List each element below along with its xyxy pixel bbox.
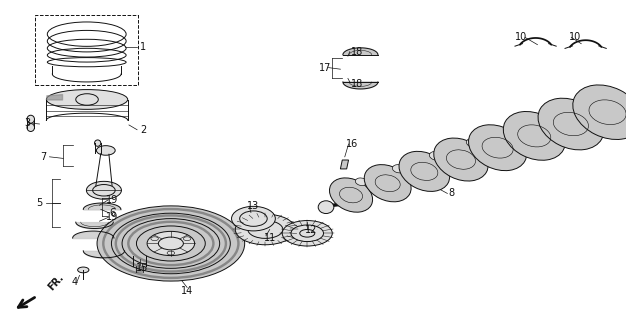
Ellipse shape — [434, 138, 488, 181]
Text: 14: 14 — [181, 286, 193, 296]
Ellipse shape — [134, 264, 146, 269]
Polygon shape — [343, 82, 378, 89]
Ellipse shape — [393, 165, 405, 173]
Ellipse shape — [318, 201, 334, 213]
Ellipse shape — [577, 98, 595, 110]
Ellipse shape — [538, 98, 604, 150]
Text: 10: 10 — [569, 32, 581, 42]
Polygon shape — [343, 48, 378, 55]
Ellipse shape — [399, 151, 450, 191]
Ellipse shape — [329, 178, 372, 212]
Text: 6: 6 — [109, 208, 115, 218]
Text: 1: 1 — [140, 42, 146, 52]
Ellipse shape — [46, 90, 128, 109]
Ellipse shape — [27, 124, 34, 132]
Polygon shape — [340, 160, 349, 169]
Text: 8: 8 — [448, 188, 454, 198]
Text: 7: 7 — [40, 152, 46, 162]
Text: 19: 19 — [106, 212, 118, 222]
Text: 18: 18 — [351, 47, 364, 57]
Ellipse shape — [231, 206, 275, 231]
Ellipse shape — [503, 111, 565, 160]
Text: 17: 17 — [319, 63, 331, 73]
Text: 19: 19 — [106, 195, 118, 205]
Text: 3: 3 — [24, 118, 30, 128]
Ellipse shape — [573, 85, 627, 140]
Text: 12: 12 — [305, 225, 317, 235]
Text: FR.: FR. — [46, 272, 66, 292]
Circle shape — [282, 220, 332, 246]
Ellipse shape — [78, 267, 89, 273]
Text: 18: 18 — [351, 78, 364, 89]
Circle shape — [87, 181, 122, 199]
Circle shape — [97, 146, 115, 155]
Text: 16: 16 — [346, 139, 359, 149]
Ellipse shape — [540, 112, 557, 122]
Ellipse shape — [356, 178, 367, 186]
Bar — [35, 15, 139, 85]
Ellipse shape — [429, 151, 443, 160]
Ellipse shape — [95, 140, 101, 146]
Ellipse shape — [134, 253, 146, 259]
Circle shape — [147, 231, 194, 256]
Text: 11: 11 — [263, 233, 276, 243]
Ellipse shape — [27, 115, 34, 123]
Text: 13: 13 — [246, 201, 259, 211]
Text: 5: 5 — [36, 198, 43, 208]
Ellipse shape — [364, 164, 411, 202]
Circle shape — [97, 206, 245, 281]
Ellipse shape — [503, 125, 519, 135]
Text: 4: 4 — [71, 277, 78, 287]
Circle shape — [122, 219, 219, 268]
Text: 15: 15 — [136, 263, 148, 273]
Ellipse shape — [466, 138, 481, 148]
Text: 10: 10 — [515, 32, 527, 42]
Circle shape — [235, 214, 295, 245]
Text: 2: 2 — [140, 125, 147, 135]
Ellipse shape — [468, 125, 527, 171]
